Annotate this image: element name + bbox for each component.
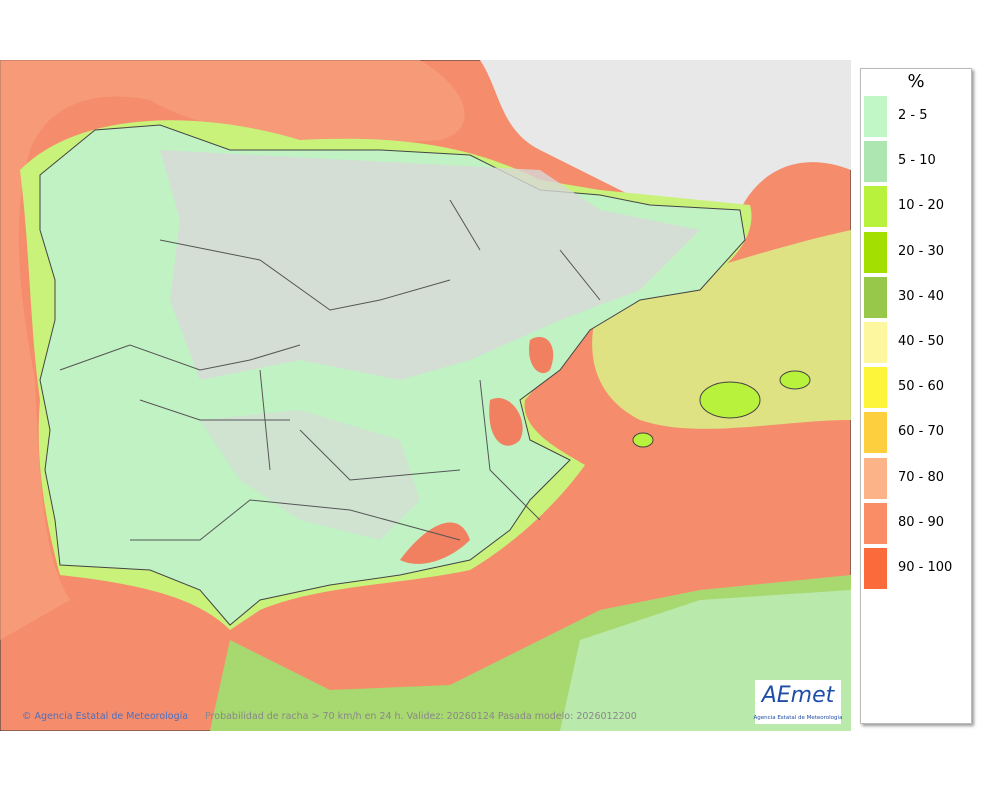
legend-item: 60 - 70 <box>864 412 969 454</box>
france <box>480 60 851 210</box>
legend-swatch <box>864 141 887 183</box>
island <box>632 432 654 448</box>
relief <box>200 410 420 540</box>
legend-unit: % <box>907 71 925 92</box>
legend-label: 5 - 10 <box>898 153 936 169</box>
high-zone <box>400 336 554 564</box>
logo: AEmet <box>760 683 836 708</box>
legend-item: 5 - 10 <box>864 141 969 183</box>
legend-item: 50 - 60 <box>864 367 969 409</box>
legend-label: 10 - 20 <box>898 198 945 214</box>
legend-swatch <box>864 186 887 228</box>
legend-swatch <box>864 96 887 137</box>
legend-label: 60 - 70 <box>898 424 945 440</box>
legend-label: 80 - 90 <box>898 514 945 530</box>
legend-swatch <box>864 231 887 273</box>
legend-label: 90 - 100 <box>898 560 953 575</box>
legend-item: 20 - 30 <box>864 231 969 274</box>
legend-item: 2 - 5 <box>864 96 969 138</box>
legend-label: 50 - 60 <box>898 379 945 395</box>
island <box>699 381 761 419</box>
legend-swatch <box>864 322 887 363</box>
map: © Agencia Estatal de Meteorología Probab… <box>0 60 851 731</box>
legend-item: 70 - 80 <box>864 457 969 500</box>
legend-item: 10 - 20 <box>864 186 969 228</box>
legend-item: 40 - 50 <box>864 322 969 364</box>
legend-swatch <box>864 502 887 544</box>
legend-swatch <box>864 457 887 499</box>
legend: % 2 - 5 5 - 10 10 - 20 20 - 30 30 - 40 40 - 5… <box>860 68 972 724</box>
legend-label: 2 - 5 <box>898 108 928 123</box>
legend-label: 70 - 80 <box>898 469 945 485</box>
relief <box>160 150 700 380</box>
logo-box <box>755 680 841 724</box>
legend-swatch <box>864 367 887 409</box>
island <box>779 370 811 390</box>
legend-item: 30 - 40 <box>864 276 969 319</box>
legend-swatch <box>864 548 887 589</box>
legend-item: 90 - 100 <box>864 548 969 590</box>
caption: Probabilidad de racha > 70 km/h en 24 h.… <box>205 711 637 722</box>
legend-swatch <box>864 276 887 318</box>
legend-label: 40 - 50 <box>898 334 945 349</box>
legend-label: 30 - 40 <box>898 288 945 304</box>
sea-band <box>0 60 465 640</box>
legend-label: 20 - 30 <box>898 243 945 259</box>
legend-item: 80 - 90 <box>864 502 969 545</box>
legend-swatch <box>864 412 887 454</box>
logo-subtitle: Agencia Estatal de Meteorología <box>754 714 843 721</box>
borders <box>59 199 601 541</box>
credit: © Agencia Estatal de Meteorología <box>22 711 188 722</box>
